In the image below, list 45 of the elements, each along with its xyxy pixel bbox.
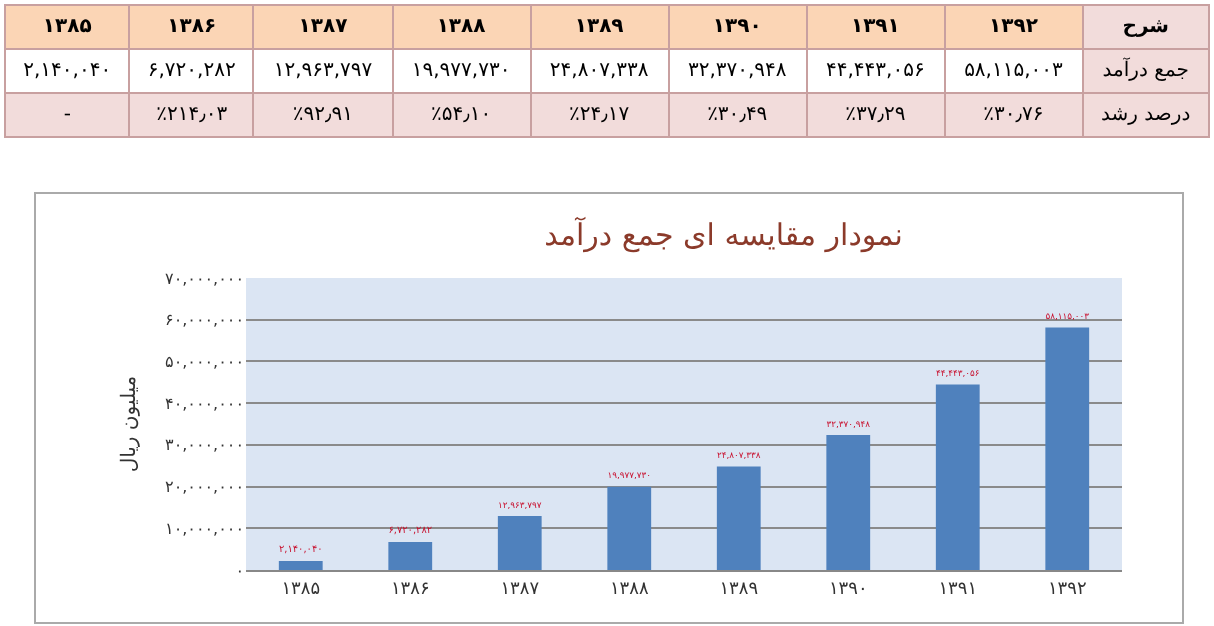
text: ۴۴,۴۴۳,۰۵۶	[826, 60, 925, 82]
text: ٪۲۴٫۱۷	[530, 93, 669, 137]
text: درصد رشد	[1082, 93, 1209, 137]
x-tick-label: ۱۳۸۸	[609, 579, 649, 600]
text: ۶,۷۲۰,۲۸۲	[147, 60, 236, 82]
x-tick-label: ۱۳۹۱	[938, 579, 978, 600]
x-tick-label: ۱۳۸۶	[390, 579, 430, 600]
chart-title: نمودار مقایسه ای جمع درآمد	[544, 214, 903, 253]
text: ۵۸,۱۱۵,۰۰۳	[964, 60, 1063, 82]
category-label: ۱۳۸۹	[574, 16, 624, 38]
text: ۱۲,۹۶۳,۷۹۷	[273, 60, 373, 82]
x-tick-label: ۱۳۸۵	[281, 579, 321, 600]
text: ٪۳۰٫۴۹	[668, 93, 807, 137]
text: ۱۹,۹۷۷,۷۳۰	[411, 60, 511, 82]
category-label: ۱۳۸۵	[42, 16, 92, 38]
y-tick-label: ۶۰,۰۰۰,۰۰۰	[165, 311, 244, 330]
category-label: ۱۳۹۲	[989, 16, 1038, 38]
category-label: ۱۳۸۷	[298, 16, 348, 38]
y-tick-label: ۱۰,۰۰۰,۰۰۰	[165, 519, 244, 538]
text: ٪۵۴٫۱۰	[392, 93, 531, 137]
category-label: ۱۳۹۱	[850, 16, 900, 38]
y-tick-label: ۳۰,۰۰۰,۰۰۰	[165, 436, 244, 455]
y-tick-label: ۲۰,۰۰۰,۰۰۰	[165, 478, 244, 497]
text: ٪۲۱۴٫۰۳	[129, 93, 254, 137]
x-tick-label: ۱۳۹۰	[828, 579, 868, 600]
text: ٪۳۷٫۲۹	[806, 93, 945, 137]
y-tick-label: ۵۰,۰۰۰,۰۰۰	[165, 353, 244, 372]
category-label: ۱۳۸۶	[167, 16, 217, 38]
text: ٪۹۲٫۹۱	[253, 93, 393, 137]
category-label: ۱۳۸۸	[436, 16, 486, 38]
text: ٪۳۰٫۷۶	[944, 93, 1083, 137]
y-tick-label: ۷۰,۰۰۰,۰۰۰	[165, 269, 244, 288]
x-tick-label: ۱۳۸۷	[500, 579, 540, 600]
y-tick-label: ۰	[235, 561, 244, 580]
text: ۳۲,۳۷۰,۹۴۸	[687, 60, 787, 82]
x-tick-label: ۱۳۸۹	[719, 579, 759, 600]
text: ۲۴,۸۰۷,۳۳۸	[549, 60, 649, 82]
y-axis-title: میلیون ریال	[119, 375, 142, 473]
y-tick-label: ۴۰,۰۰۰,۰۰۰	[165, 394, 244, 413]
text: -	[5, 93, 130, 137]
text: ۲,۱۴۰,۰۴۰	[23, 60, 112, 82]
text: جمع درآمد	[1082, 49, 1209, 93]
category-label: ۱۳۹۰	[712, 16, 762, 38]
x-tick-label: ۱۳۹۲	[1047, 579, 1087, 600]
text: شرح	[1082, 5, 1209, 49]
